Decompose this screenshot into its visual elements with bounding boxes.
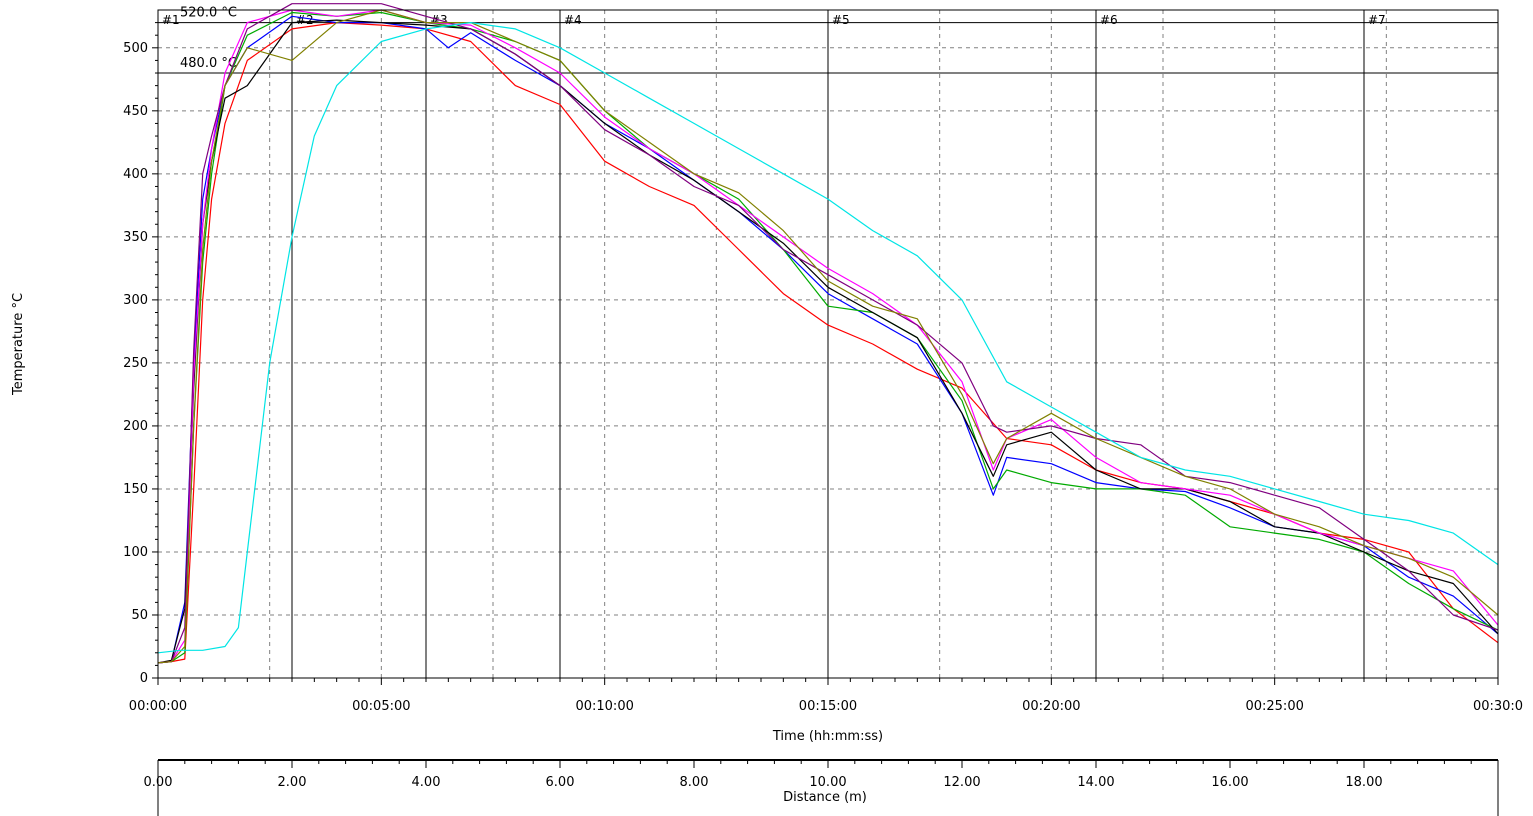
y-tick-label: 50 (131, 608, 148, 623)
series-line (157, 19, 1499, 664)
y-axis-title: Temperature °C (11, 293, 26, 396)
x-tick-label: 00:00:00 (129, 699, 187, 714)
y-tick-label: 0 (140, 671, 148, 686)
distance-tick-label: 6.00 (546, 775, 575, 790)
distance-tick-label: 10.00 (809, 775, 846, 790)
x-tick-label: 00:05:00 (352, 699, 410, 714)
y-tick-label: 150 (123, 482, 148, 497)
distance-tick-label: 4.00 (412, 775, 441, 790)
x-tick-label: 00:25:00 (1245, 699, 1303, 714)
marker-label: #2 (296, 13, 314, 27)
distance-tick-label: 2.00 (278, 775, 307, 790)
marker-lines: #1 #2 #3 #4 #5 #6 #7 (157, 10, 1386, 678)
x-tick-label: 00:10:00 (575, 699, 633, 714)
y-tick-label: 200 (123, 419, 148, 434)
distance-tick-label: 8.00 (680, 775, 709, 790)
series-line (157, 9, 1499, 664)
distance-tick-label: 0.00 (144, 775, 173, 790)
x-tick-label: 00:30:0 (1473, 699, 1523, 714)
series-line (157, 22, 1499, 654)
distance-axis: 0.00 2.00 4.00 6.00 8.00 10.00 12.00 14.00 16.00… (144, 759, 1499, 816)
marker-label: #4 (564, 13, 582, 27)
distance-tick-label: 12.00 (943, 775, 980, 790)
marker-label: #7 (1368, 13, 1386, 27)
y-tick-label: 100 (123, 545, 148, 560)
axis-layer: 0 50 100 150 200 250 300 350 400 450 500 00:00:00 00… (123, 22, 1523, 714)
x-axis-title: Time (hh:mm:ss) (772, 729, 883, 744)
marker-label: #1 (162, 13, 180, 27)
limit-label: 520.0 °C (180, 6, 237, 21)
y-tick-label: 250 (123, 356, 148, 371)
limit-label: 480.0 °C (180, 56, 237, 71)
series-line (157, 22, 1499, 664)
distance-tick-label: 16.00 (1211, 775, 1248, 790)
x-tick-label: 00:15:00 (799, 699, 857, 714)
y-tick-label: 350 (123, 230, 148, 245)
y-tick-label: 450 (123, 104, 148, 119)
marker-label: #6 (1100, 13, 1118, 27)
series-layer (157, 3, 1499, 664)
distance-tick-label: 18.00 (1345, 775, 1382, 790)
distance-axis-title: Distance (m) (783, 790, 867, 805)
distance-tick-label: 14.00 (1077, 775, 1114, 790)
y-tick-label: 500 (123, 41, 148, 56)
y-tick-label: 400 (123, 167, 148, 182)
x-tick-label: 00:20:00 (1022, 699, 1080, 714)
y-tick-label: 300 (123, 293, 148, 308)
marker-label: #5 (832, 13, 850, 27)
